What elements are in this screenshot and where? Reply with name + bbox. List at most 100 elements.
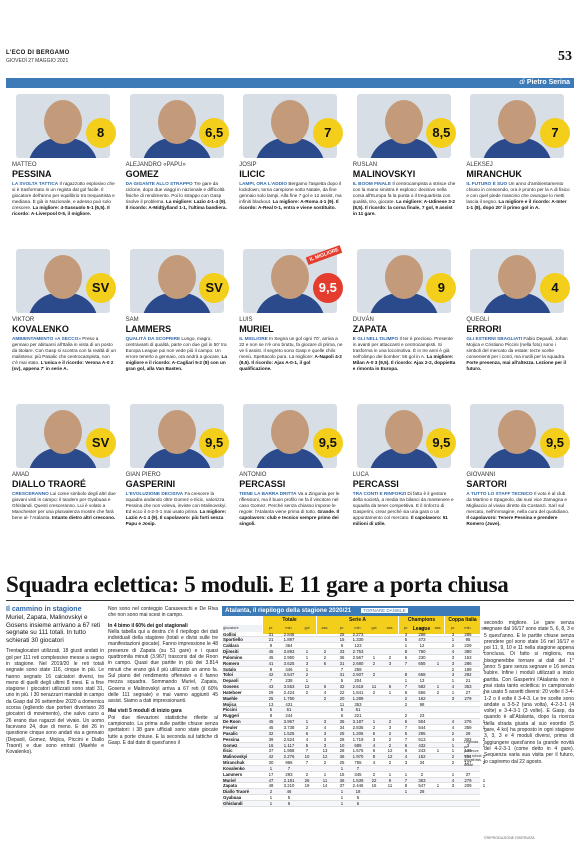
stat-cell: 27 xyxy=(465,689,471,695)
table-row: Diallo Traoré 2 46 1 18 1 28 xyxy=(222,789,480,796)
table-row: Depaoli 7 238 1 5 204 1 13 1 21 1 xyxy=(222,678,485,685)
player-last-name: GOMEZ xyxy=(125,169,159,179)
stat-cell: 4 xyxy=(451,736,455,742)
player-photo xyxy=(243,94,338,158)
stat-cell: 1 xyxy=(482,666,486,672)
player-first-name: JOSIP xyxy=(239,162,257,168)
stat-cell: 5 xyxy=(404,637,408,643)
player-first-name: AMAD xyxy=(12,472,30,478)
rating-badge: 9,5 xyxy=(539,428,570,458)
table-legend: Legenda pr. presenze min. minuti giocati… xyxy=(464,740,482,767)
left-column: Il cammino in stagione Muriel, Zapata, M… xyxy=(6,606,104,842)
stat-cell: 12 xyxy=(322,754,328,760)
stat-cell: 204 xyxy=(354,678,362,684)
stat-cell: 1 xyxy=(404,643,408,649)
stat-cell: 1 xyxy=(482,660,486,666)
rating-badge: 6,5 xyxy=(199,118,230,148)
stat-cell: 4 xyxy=(323,725,327,730)
column-header: gol xyxy=(304,626,310,630)
stat-cell: 13 xyxy=(268,701,274,707)
column-header: pr. xyxy=(339,626,345,630)
stat-cell: 34 xyxy=(339,725,345,730)
stat-cell: 17 xyxy=(268,771,274,777)
table-row: Pessina 39 2.524 4 3 28 1.719 3 2 7 513 4 302 2 xyxy=(222,736,485,743)
rating-badge: 4 xyxy=(539,273,570,303)
stat-cell: 21 xyxy=(465,678,471,684)
stat-cell: 2 xyxy=(388,760,392,766)
stat-cell: 1 xyxy=(269,765,273,771)
player-last-name: PESSINA xyxy=(12,169,52,179)
stat-cell: 2 xyxy=(372,672,376,678)
stat-cell: 2 xyxy=(482,760,486,766)
stat-cell: 2 xyxy=(482,754,486,760)
stat-cell: 2.276 xyxy=(283,754,295,760)
stat-cell xyxy=(446,801,460,807)
stat-cell: 1 xyxy=(436,660,440,666)
stat-cell: 2 xyxy=(451,643,455,649)
stat-cell: 544 xyxy=(418,725,426,730)
stat-cell: 2 xyxy=(451,754,455,760)
stat-cell: 243 xyxy=(418,748,426,754)
stat-cell: 1 xyxy=(305,654,309,660)
stat-cell: 6 xyxy=(340,643,344,649)
stat-cell xyxy=(298,801,316,807)
player-first-name: DUVÁN xyxy=(352,317,374,323)
stat-cell: 28 xyxy=(465,730,471,736)
stat-cell: 3 xyxy=(451,695,455,701)
stat-cell: 20 xyxy=(339,695,345,701)
player-last-name: GASPERINI xyxy=(125,479,176,489)
stat-cell: 655 xyxy=(418,660,426,666)
column-header: ass. xyxy=(386,626,394,630)
paragraph: secondo migliore. Le gare senza segnare … xyxy=(484,620,574,765)
stat-cell: 2 xyxy=(388,742,392,748)
kicker: Il cammino in stagione xyxy=(6,606,82,613)
table-row: Gollini 31 2.846 25 2.273 3 288 3 285 xyxy=(222,632,480,638)
stat-cell: 1 xyxy=(269,800,273,806)
stat-cell: 4 xyxy=(451,719,455,725)
stat-cell: 259 xyxy=(354,666,362,672)
paragraph: Poi due rilevazioni statistiche riferite… xyxy=(108,714,218,746)
stat-cell: 29 xyxy=(268,689,274,695)
stat-cell: 4 xyxy=(404,754,408,760)
player-comment: DA GIGANTE ALLO STRAPPO Tre gare da cicl… xyxy=(125,181,227,210)
stat-cell: 45 xyxy=(268,719,274,725)
stat-cell: 36 xyxy=(339,777,345,783)
stat-cell: 42 xyxy=(268,672,274,678)
stat-cell: 10 xyxy=(339,742,345,748)
table-body: Gollini 31 2.846 25 2.273 3 288 3 285 Sportiello 2… xyxy=(222,632,485,807)
stat-cell: 2 xyxy=(305,725,309,730)
stat-cell: 282 xyxy=(464,672,472,678)
stat-cell: 3 xyxy=(323,742,327,748)
stat-cell: 4 xyxy=(451,684,455,690)
player-name-cell: Mojica xyxy=(223,701,237,707)
stat-cell: 45 xyxy=(268,725,274,730)
stat-cell: 46 xyxy=(286,789,292,795)
table-row: Hateboer 29 2.424 2 4 22 1.841 2 1 6 556 2 1 27 1 xyxy=(222,689,485,696)
table-row: De Roon 45 3.967 1 3 35 3.187 1 2 6 504 4 276 1 xyxy=(222,719,485,725)
table-group-header: Totale xyxy=(262,616,316,634)
stat-cell: 286 xyxy=(464,660,472,666)
stat-cell: 34 xyxy=(419,760,425,766)
stat-cell: 1 xyxy=(482,689,486,695)
stat-cell: 2 xyxy=(323,649,327,655)
player-card: SV VIKTOR KOVALENKO AMBIENTAMENTO «A SECCO»… xyxy=(6,245,120,400)
stat-cell: 7 xyxy=(356,765,360,771)
stat-cell: 1 xyxy=(305,666,309,672)
player-name-cell: Miranchuk xyxy=(223,760,245,766)
stat-cell: 279 xyxy=(464,695,472,701)
table-row: Pasalic 32 1.525 6 3 25 1.206 6 2 5 295 2 28 xyxy=(222,730,480,737)
stat-cell: 95 xyxy=(465,637,471,643)
player-card: 7 JOSIP ILICIC LAMPI, ORA L'ADDIO Bergamo l… xyxy=(233,90,347,245)
rating-badge: 9,5 xyxy=(426,428,457,458)
stat-cell: 2 xyxy=(372,771,376,777)
stat-cell: 7 xyxy=(287,765,291,771)
player-name-cell: Palomino xyxy=(223,654,243,660)
player-first-name: MATTEO xyxy=(12,162,37,168)
column-header: giocatore xyxy=(223,626,239,630)
stat-cell: 6 xyxy=(340,713,344,719)
stat-cell: 285 xyxy=(464,631,472,637)
player-name-cell: Pasalic xyxy=(223,730,238,736)
player-name-cell: Zapata xyxy=(223,783,237,789)
stat-cell: 1 xyxy=(305,719,309,725)
player-card: 8,5 RUSLAN MALINOVSKYI IL BOOM FINALE Il ce… xyxy=(347,90,461,245)
